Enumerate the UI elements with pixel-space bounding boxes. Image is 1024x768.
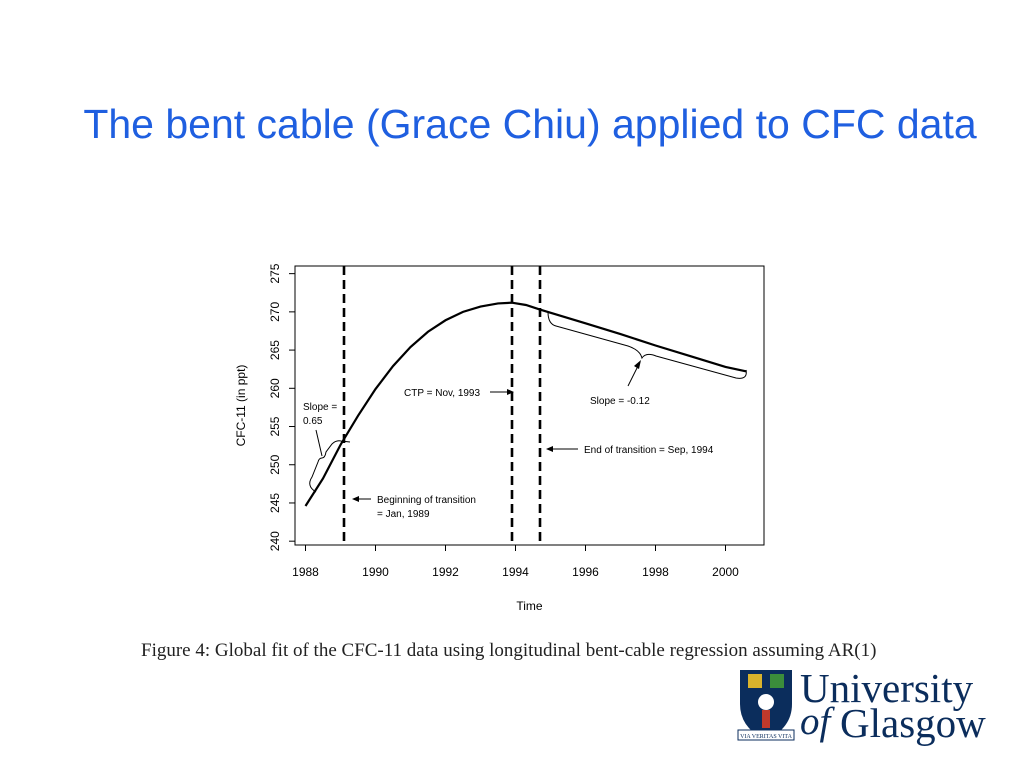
slope-right-arrowhead (634, 360, 641, 369)
crest-motto: VIA VERITAS VITA (740, 734, 792, 740)
y-tick-label: 275 (268, 263, 282, 283)
y-axis-label: CFC-11 (in ppt) (234, 365, 248, 447)
ctp-label: CTP = Nov, 1993 (404, 388, 480, 399)
y-tick-label: 255 (268, 416, 282, 436)
slope-left-pointer (315, 429, 323, 457)
y-tick-label: 240 (268, 531, 282, 551)
x-tick-label: 1996 (572, 565, 599, 579)
plot-frame (294, 265, 765, 546)
crest-icon: VIA VERITAS VITA (737, 670, 795, 741)
y-tick-label: 265 (268, 340, 282, 360)
y-tick-label: 245 (268, 493, 282, 513)
slide-title: The bent cable (Grace Chiu) applied to C… (83, 101, 977, 147)
university-logo: VIA VERITAS VITA University of Glasgow (736, 664, 986, 746)
figure-caption: Figure 4: Global fit of the CFC-11 data … (141, 640, 877, 661)
slope-right-brace (547, 311, 747, 379)
beginning-arrowhead (352, 496, 359, 502)
y-tick-label: 250 (268, 454, 282, 474)
logo-of: of (800, 700, 831, 743)
logo-glasgow: Glasgow (840, 700, 986, 746)
end-arrowhead (546, 446, 553, 452)
ctp-arrowhead (507, 389, 514, 395)
x-tick-label: 1998 (642, 565, 669, 579)
bent-cable-line (304, 301, 747, 507)
x-tick-label: 1994 (502, 565, 529, 579)
x-axis-label: Time (516, 599, 543, 613)
logo-university: University (800, 665, 974, 711)
slope-left-brace (309, 440, 351, 493)
x-tick-label: 2000 (712, 565, 739, 579)
x-tick-label: 1992 (432, 565, 459, 579)
x-tick-label: 1988 (292, 565, 319, 579)
slope-right-label: Slope = -0.12 (590, 396, 650, 407)
beginning-label: Beginning of transition = Jan, 1989 (377, 495, 476, 520)
x-tick-label: 1990 (362, 565, 389, 579)
slope-left-label: Slope = 0.65 (303, 402, 337, 427)
y-tick-label: 260 (268, 378, 282, 398)
end-label: End of transition = Sep, 1994 (584, 445, 714, 456)
y-tick-label: 270 (268, 302, 282, 322)
